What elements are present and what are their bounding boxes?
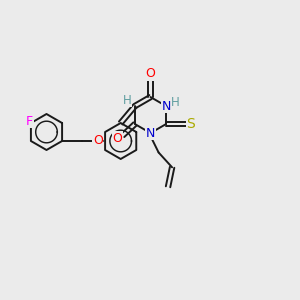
Text: H: H xyxy=(123,94,132,106)
Text: H: H xyxy=(171,96,180,109)
Text: O: O xyxy=(112,132,122,145)
Text: S: S xyxy=(187,117,195,131)
Text: F: F xyxy=(26,115,33,128)
Text: O: O xyxy=(93,134,103,148)
Text: N: N xyxy=(146,127,155,140)
Text: N: N xyxy=(161,100,171,112)
Text: O: O xyxy=(146,68,155,80)
